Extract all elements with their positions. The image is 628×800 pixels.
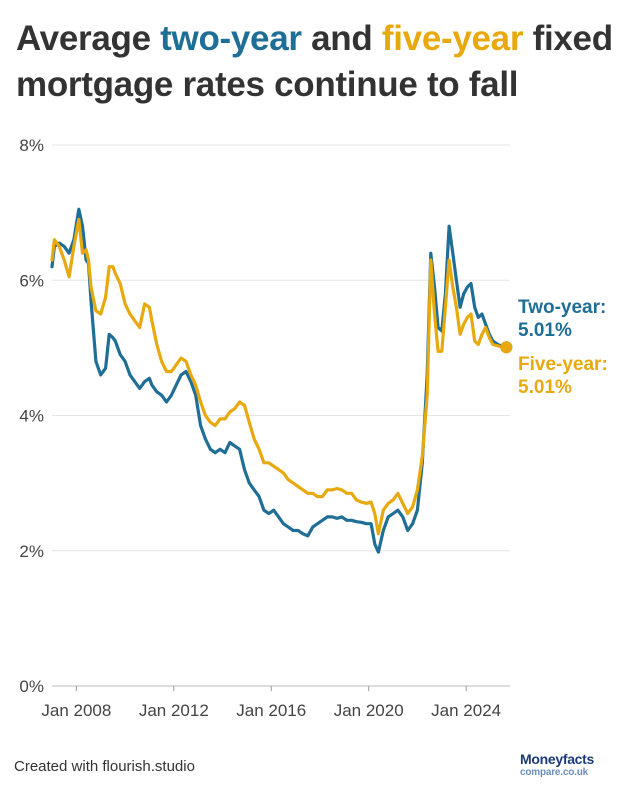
chart-title: Average two-year and five-year fixed mor… xyxy=(16,16,616,108)
moneyfacts-logo[interactable]: Moneyfacts compare.co.uk xyxy=(520,751,612,779)
y-tick-label: 2% xyxy=(19,542,44,561)
x-tick-label: Jan 2008 xyxy=(41,701,111,720)
y-tick-label: 8% xyxy=(19,136,44,155)
title-part-3: fixed mortgage rates continue to fall xyxy=(16,19,613,104)
five-year-label-value: 5.01% xyxy=(518,377,572,398)
logo-line-1: Moneyfacts xyxy=(520,751,595,767)
y-tick-label: 6% xyxy=(19,271,44,290)
y-tick-label: 0% xyxy=(19,677,44,696)
title-part-1: Average xyxy=(16,19,161,58)
title-part-2: and xyxy=(301,19,382,58)
title-two-year: two-year xyxy=(160,19,302,58)
x-tick-label: Jan 2024 xyxy=(431,701,501,720)
line-chart: 0% 2% 4% 6% 8% Jan 2008 Jan 2012 Jan 2016 Jan 20… xyxy=(19,136,608,720)
logo-line-2: compare.co.uk xyxy=(520,767,588,778)
x-tick-label: Jan 2016 xyxy=(236,701,306,720)
five-year-end-point xyxy=(500,341,513,354)
x-tick-label: Jan 2020 xyxy=(334,701,404,720)
title-five-year: five-year xyxy=(381,19,524,58)
five-year-label-name: Five-year: xyxy=(518,354,608,375)
y-tick-label: 4% xyxy=(19,407,44,426)
five-year-line xyxy=(50,217,508,536)
two-year-label-value: 5.01% xyxy=(518,320,572,341)
footer-credit[interactable]: Created with flourish.studio xyxy=(14,758,195,775)
two-year-line xyxy=(50,207,508,554)
two-year-label-name: Two-year: xyxy=(518,297,606,318)
x-tick-label: Jan 2012 xyxy=(139,701,209,720)
